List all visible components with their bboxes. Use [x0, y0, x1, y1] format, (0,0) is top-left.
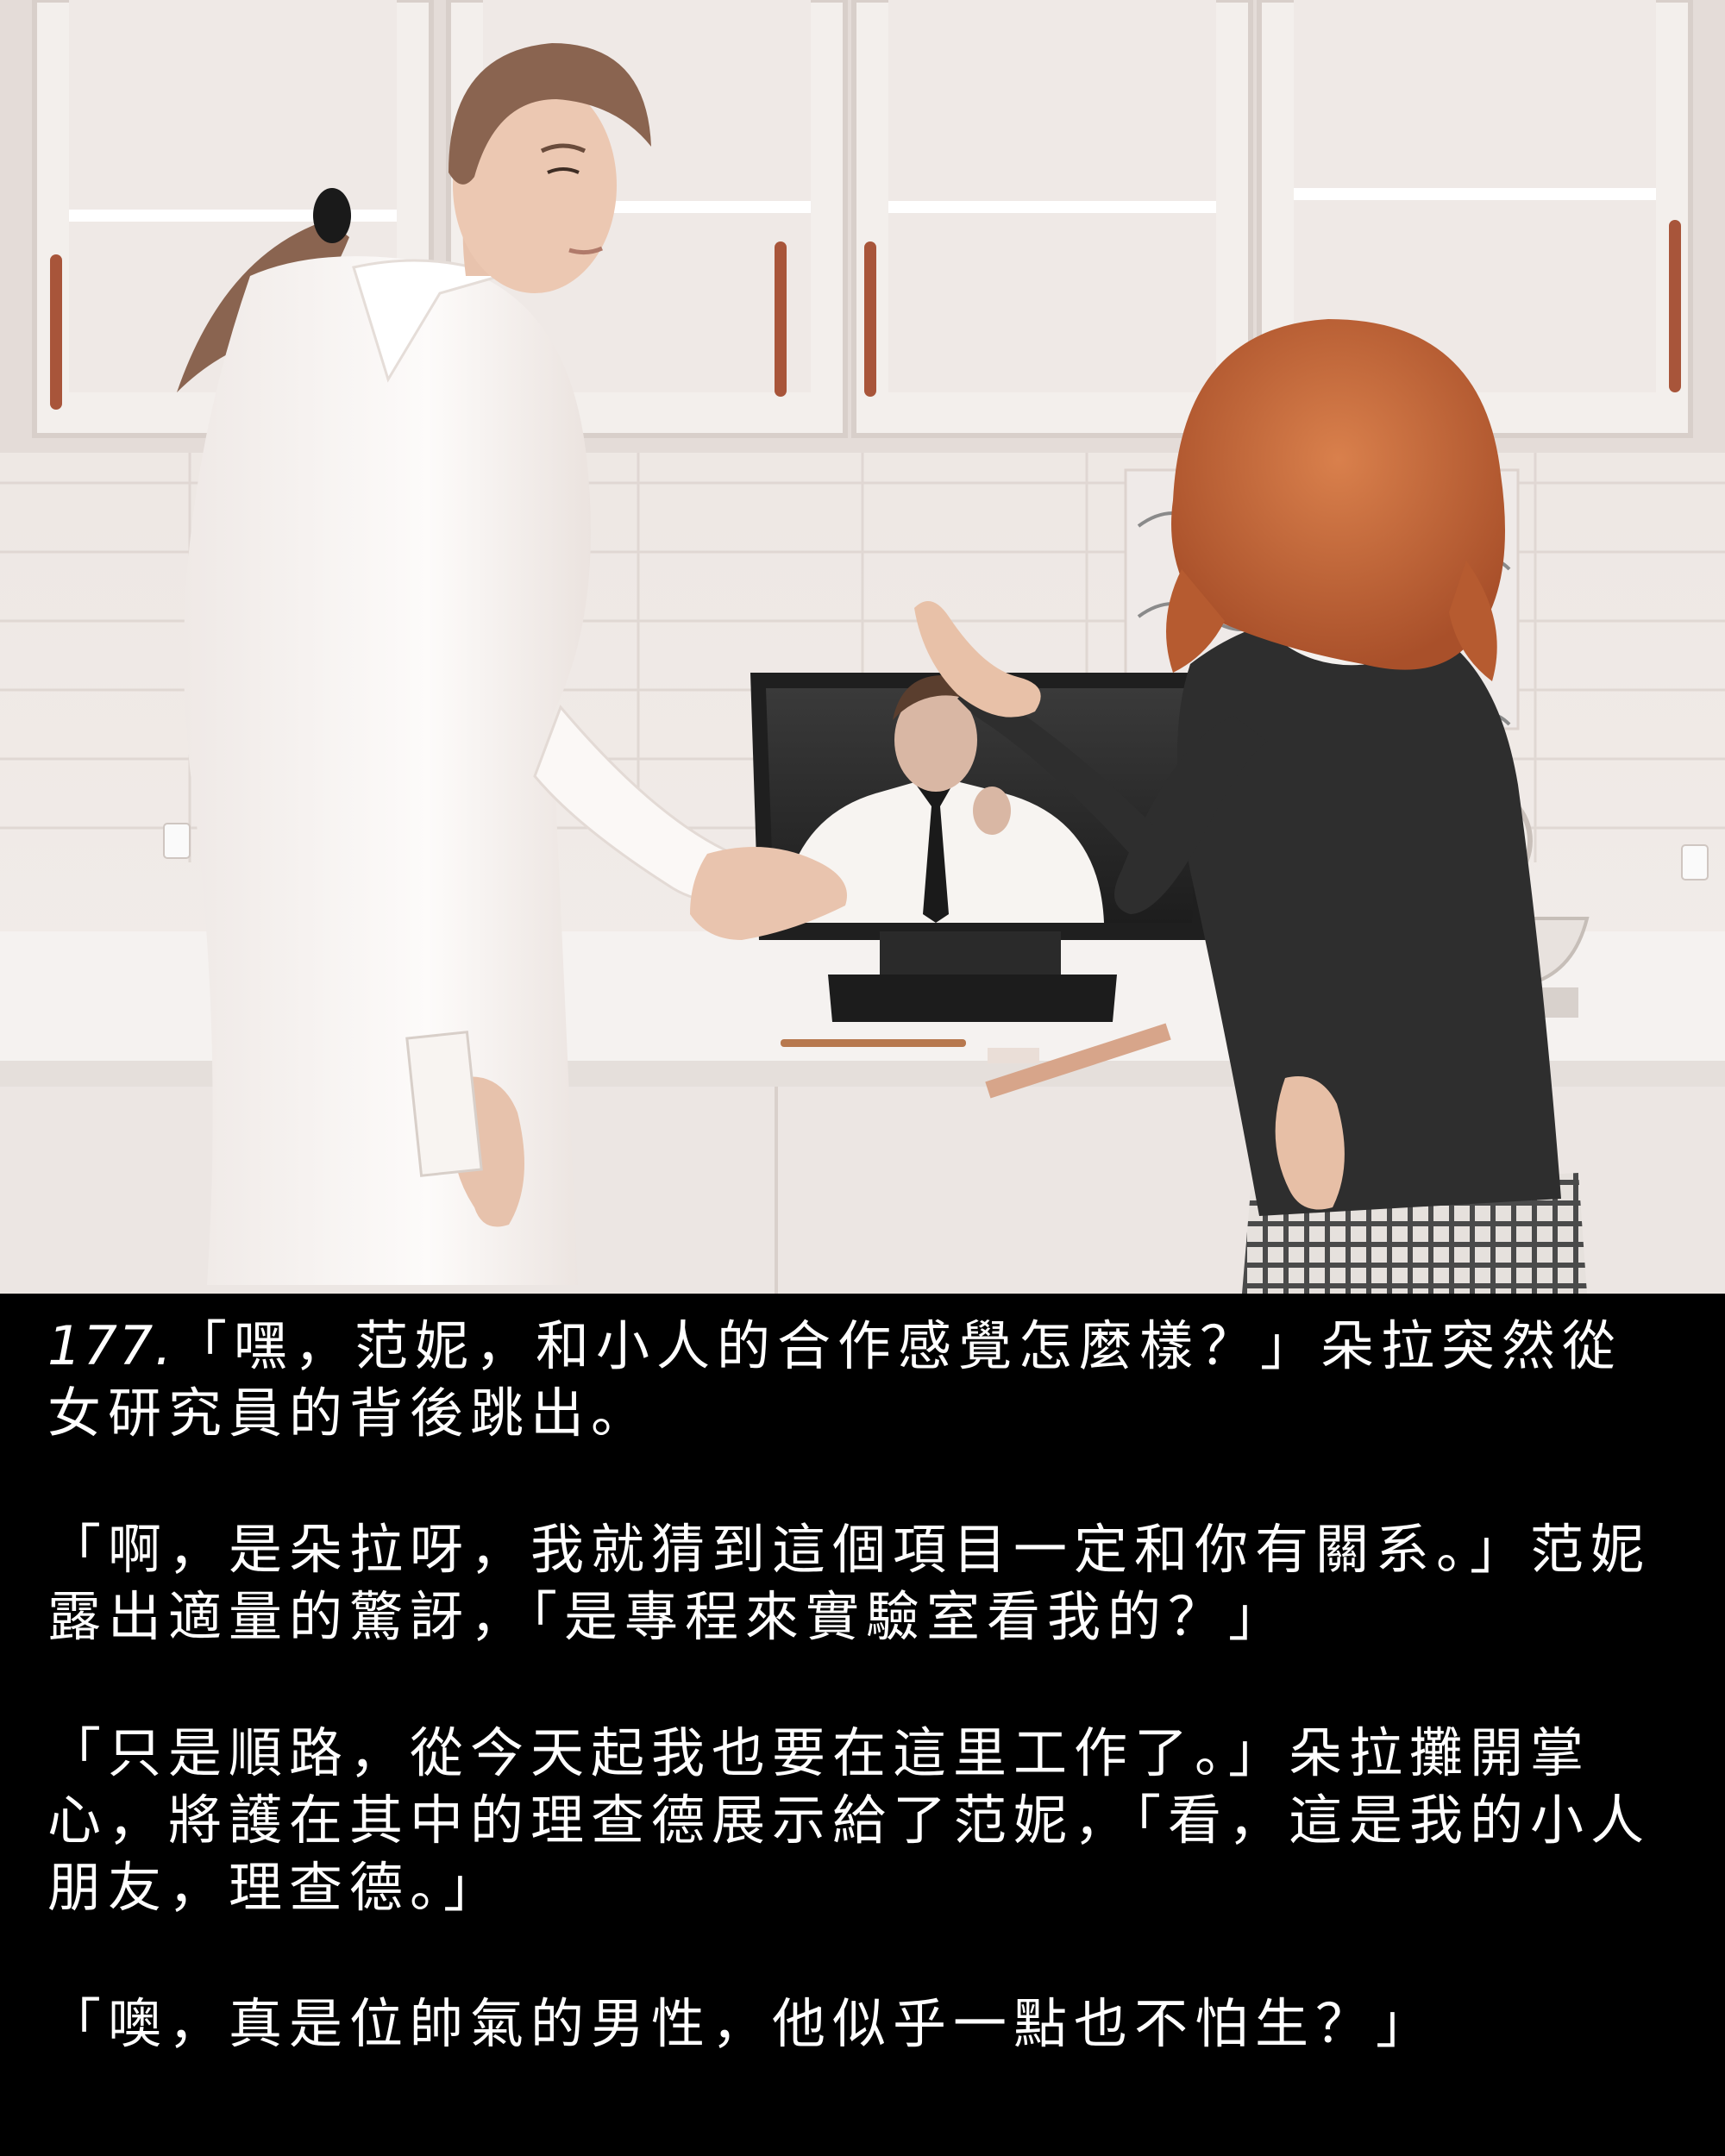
narration-paragraph-4: 「噢，真是位帥氣的男性，他似乎一點也不怕生？」: [47, 1992, 1437, 2055]
man-on-screen: [781, 675, 1104, 923]
narration-paragraph-2: 「啊，是朵拉呀，我就猜到這個項目一定和你有關系。」范妮露出適量的驚訝，「是專程來…: [47, 1518, 1652, 1648]
narration-paragraph-1: 177.「嘿，范妮，和小人的合作感覺怎麼樣？」朵拉突然從女研究員的背後跳出。: [47, 1313, 1678, 1447]
panel-number: 177.: [47, 1314, 174, 1377]
cabinet-handles: [50, 220, 1681, 410]
girl-with-orange-hair: [914, 319, 1587, 1294]
pencil: [781, 1039, 966, 1047]
illustration: [0, 0, 1725, 1294]
eraser: [988, 1048, 1039, 1063]
wall-outlet: [163, 823, 191, 859]
narration-panel: 177.「嘿，范妮，和小人的合作感覺怎麼樣？」朵拉突然從女研究員的背後跳出。 「…: [0, 1294, 1725, 2156]
wall-outlet: [1681, 844, 1709, 881]
lab-scene: [0, 0, 1725, 1294]
narration-paragraph-3: 「只是順路，從今天起我也要在這里工作了。」朵拉攤開掌心，將護在其中的理查德展示給…: [47, 1721, 1652, 1919]
woman-in-lab-coat: [177, 43, 847, 1286]
paragraph-text: 「嘿，范妮，和小人的合作感覺怎麼樣？」朵拉突然從女研究員的背後跳出。: [47, 1314, 1623, 1445]
ruler: [985, 1023, 1171, 1099]
computer-monitor: [750, 673, 1216, 1022]
